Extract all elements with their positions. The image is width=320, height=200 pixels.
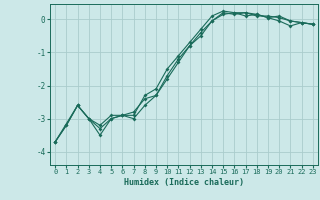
X-axis label: Humidex (Indice chaleur): Humidex (Indice chaleur): [124, 178, 244, 187]
